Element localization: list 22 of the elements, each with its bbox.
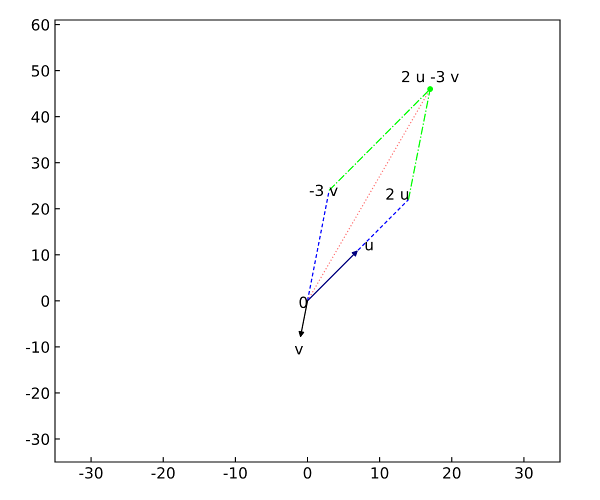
x-tick-label: -20	[151, 467, 175, 479]
annotation: -3 v	[310, 184, 338, 196]
y-tick-label: -20	[26, 387, 50, 399]
x-tick-label: 20	[443, 467, 460, 479]
annotation: 2 u	[386, 188, 408, 200]
y-tick-label: -30	[26, 433, 50, 445]
annotation: u	[366, 242, 373, 250]
x-tick-label: 10	[372, 467, 388, 479]
y-tick-label: 20	[32, 203, 50, 215]
x-tick-label: -30	[79, 467, 103, 479]
annotation: v	[294, 346, 303, 354]
x-tick-label: 0	[304, 467, 312, 479]
y-tick-label: 10	[32, 249, 50, 261]
y-tick-label: -10	[26, 341, 50, 353]
y-tick-label: 40	[31, 111, 50, 123]
y-tick-label: 30	[32, 157, 50, 169]
x-tick-label: 30	[515, 467, 533, 479]
y-tick-label: 50	[32, 65, 50, 77]
y-tick-label: 0	[41, 295, 50, 307]
annotation: 2 u -3 v	[402, 70, 459, 82]
y-tick-label: 60	[32, 19, 50, 31]
x-tick-label: -10	[224, 467, 247, 479]
